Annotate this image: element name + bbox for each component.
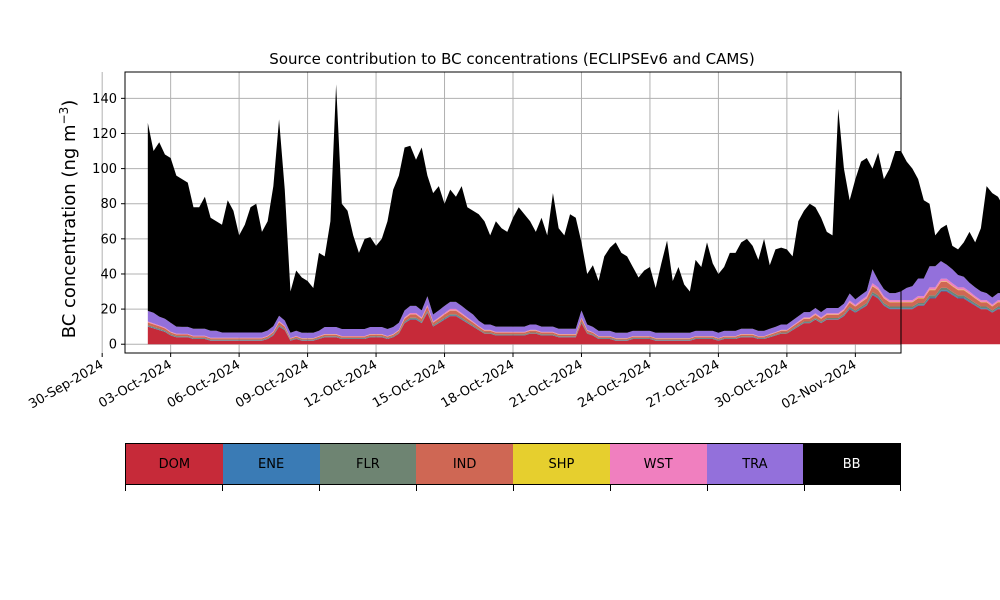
- y-axis-label-close: ): [59, 100, 80, 107]
- legend-colorbar: DOM ENE FLR IND SHP WST TRA BB: [125, 443, 901, 485]
- legend-tick-mark: [319, 485, 320, 491]
- x-tick-label: 03-Oct-2024: [96, 357, 174, 411]
- legend-item-tra: TRA: [706, 444, 804, 484]
- x-ticks: 30-Sep-202403-Oct-202406-Oct-202409-Oct-…: [26, 353, 859, 412]
- legend-tick-mark: [707, 485, 708, 491]
- x-tick-label: 09-Oct-2024: [233, 357, 311, 411]
- legend-tick-mark: [222, 485, 223, 491]
- x-tick-label: 27-Oct-2024: [644, 357, 722, 411]
- x-tick-label: 30-Sep-2024: [26, 357, 106, 412]
- legend-ticks: [125, 485, 901, 491]
- y-tick-label: 100: [92, 162, 117, 177]
- legend-tick-mark: [610, 485, 611, 491]
- x-tick-label: 02-Nov-2024: [779, 357, 859, 412]
- legend-item-shp: SHP: [513, 444, 610, 484]
- x-tick-label: 30-Oct-2024: [712, 357, 790, 411]
- y-tick-label: 0: [109, 338, 117, 353]
- y-tick-label: 40: [100, 267, 117, 282]
- legend-item-ind: IND: [416, 444, 513, 484]
- chart-title: Source contribution to BC concentrations…: [269, 50, 754, 68]
- legend-item-ene: ENE: [222, 444, 320, 484]
- x-tick-label: 18-Oct-2024: [439, 357, 517, 411]
- legend-tick-mark: [513, 485, 514, 491]
- y-tick-label: 140: [92, 92, 117, 107]
- x-tick-label: 12-Oct-2024: [302, 357, 380, 411]
- legend-item-dom: DOM: [126, 444, 223, 484]
- x-tick-label: 15-Oct-2024: [370, 357, 448, 411]
- y-tick-label: 120: [92, 127, 117, 142]
- legend-tick-mark: [125, 485, 126, 491]
- legend-item-wst: WST: [609, 444, 707, 484]
- y-tick-label: 60: [100, 232, 117, 247]
- y-tick-label: 20: [100, 303, 117, 318]
- legend-tick-mark: [900, 485, 901, 491]
- area-dom: [147, 291, 1000, 345]
- legend-tick-mark: [416, 485, 417, 491]
- legend-item-bb: BB: [803, 444, 900, 484]
- x-tick-label: 24-Oct-2024: [576, 357, 654, 411]
- y-ticks: 0 20 40 60 80 100 120 140: [92, 92, 125, 353]
- legend-tick-mark: [804, 485, 805, 491]
- y-axis-label-superscript: −3: [57, 107, 71, 125]
- x-tick-label: 21-Oct-2024: [507, 357, 585, 411]
- x-tick-label: 06-Oct-2024: [165, 357, 243, 411]
- stacked-areas: [147, 84, 1000, 345]
- area-bb: [147, 84, 1000, 333]
- y-axis-label-main: BC concentration (ng m: [59, 124, 80, 338]
- y-axis-label: BC concentration (ng m−3): [57, 100, 80, 339]
- y-tick-label: 80: [100, 197, 117, 212]
- legend-item-flr: FLR: [319, 444, 417, 484]
